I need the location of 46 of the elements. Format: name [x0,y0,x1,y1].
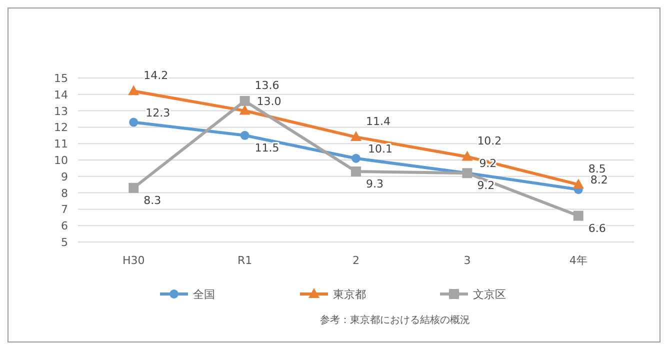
legend-label: 文京区 [473,288,506,301]
y-tick-label: 8 [61,186,68,200]
y-tick-label: 9 [61,170,68,184]
point [350,131,362,142]
point [352,154,360,163]
data-label: 6.6 [588,222,606,235]
point [240,130,250,140]
legend-label: 東京都 [333,288,366,301]
y-tick-label: 5 [61,236,68,249]
data-label: 9.3 [366,177,384,190]
data-label: 8.2 [590,174,608,187]
point [128,85,140,96]
point [128,182,139,193]
data-label: 8.5 [588,162,606,176]
x-tick-label: 4年 [569,254,588,267]
y-tick-label: 7 [61,203,68,216]
y-tick-label: 15 [54,72,68,85]
x-tick-label: 2 [352,254,360,267]
data-label: 9.2 [477,179,495,192]
y-tick-label: 12 [54,121,68,134]
text: 参考：東京都における結核の概況 [320,314,470,326]
y-tick-label: 10 [54,154,68,167]
data-label: 11.5 [254,141,280,154]
data-label: 14.2 [144,69,168,82]
data-label: 13.6 [254,78,280,92]
point [573,210,584,221]
point [239,104,250,115]
x-tick-label: R1 [237,254,252,267]
y-tick-label: 13 [54,104,68,118]
point [129,118,138,127]
point [462,150,473,161]
x-tick-label: 3 [464,254,471,267]
y-tick-label: 14 [54,88,68,102]
data-label: 11.4 [366,115,390,128]
data-label: 13.0 [256,94,282,108]
y-tick-label: 6 [61,220,68,233]
y-tick-label: 11 [54,138,68,151]
data-label: 12.3 [146,106,170,120]
x-tick-label: H30 [122,254,145,267]
data-label: 10.2 [477,134,502,148]
data-label: 8.3 [144,194,162,207]
point [351,166,361,176]
data-label: 10.1 [368,142,392,156]
legend-label: 全国 [193,288,215,301]
point [572,178,584,189]
point [240,96,250,106]
